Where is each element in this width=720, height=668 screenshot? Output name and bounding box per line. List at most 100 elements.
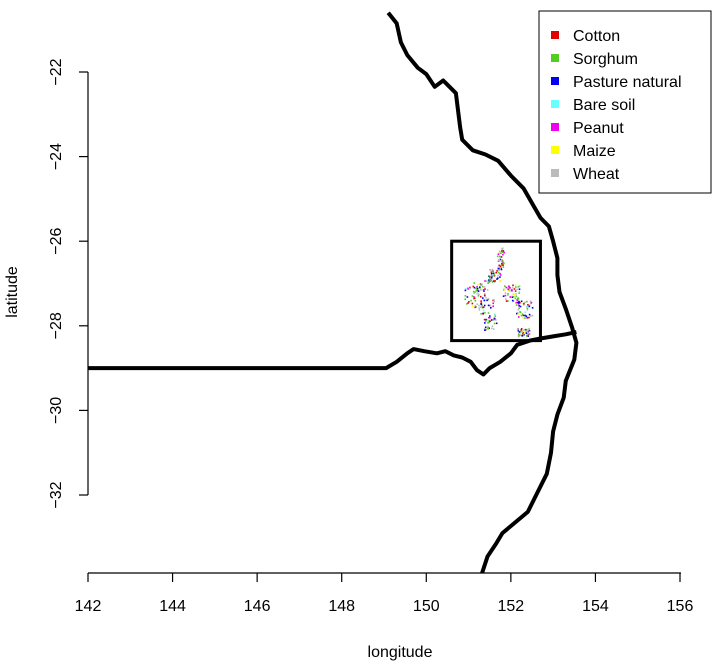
crop-point xyxy=(498,269,501,271)
crop-point xyxy=(473,296,475,298)
crop-point xyxy=(515,295,518,297)
crop-point xyxy=(500,252,503,254)
crop-point xyxy=(524,311,527,313)
crop-point xyxy=(487,280,490,283)
crop-point xyxy=(471,295,474,297)
crop-point xyxy=(502,253,504,256)
crop-point xyxy=(476,292,479,295)
crop-point xyxy=(473,282,476,284)
crop-point xyxy=(490,327,493,330)
crop-point xyxy=(507,289,510,292)
crop-point xyxy=(518,316,520,318)
legend-label: Cotton xyxy=(573,28,620,45)
crop-point xyxy=(478,309,481,311)
crop-point xyxy=(493,274,495,276)
crop-points xyxy=(464,247,534,338)
crop-point xyxy=(489,276,491,278)
crop-point xyxy=(528,313,531,316)
crop-point xyxy=(500,263,503,266)
crop-point xyxy=(505,286,508,289)
crop-point xyxy=(486,319,489,321)
crop-point xyxy=(527,304,529,306)
crop-point xyxy=(485,296,487,299)
crop-point xyxy=(502,250,505,252)
crop-point xyxy=(483,299,486,302)
x-tick-label: 154 xyxy=(582,598,609,615)
legend: Cotton Sorghum Pasture natural Bare soil Pea… xyxy=(538,10,712,194)
crop-point xyxy=(511,286,514,289)
crop-point xyxy=(492,299,494,302)
crop-point xyxy=(519,305,522,308)
crop-point xyxy=(472,297,475,300)
crop-point xyxy=(526,305,529,308)
crop-point xyxy=(516,299,518,301)
crop-point xyxy=(515,301,517,304)
crop-point xyxy=(507,293,509,295)
crop-point xyxy=(526,308,529,311)
crop-point xyxy=(477,284,479,286)
crop-point xyxy=(499,265,502,267)
crop-point xyxy=(493,281,496,283)
legend-label: Pasture natural xyxy=(573,74,682,91)
crop-point xyxy=(487,327,489,330)
crop-point xyxy=(499,250,501,253)
crop-point xyxy=(515,286,517,288)
x-tick-label: 142 xyxy=(75,598,102,615)
crop-point xyxy=(518,331,521,333)
crop-point xyxy=(469,286,471,289)
crop-point xyxy=(487,325,489,328)
crop-point xyxy=(490,279,492,282)
map-lines xyxy=(88,11,579,573)
crop-point xyxy=(490,277,492,280)
crop-point xyxy=(487,282,489,284)
crop-point xyxy=(515,293,517,295)
crop-point xyxy=(504,292,507,294)
crop-point xyxy=(484,280,486,282)
crop-point xyxy=(480,295,482,298)
legend-box xyxy=(538,10,712,194)
crop-point xyxy=(524,317,526,319)
legend-swatch xyxy=(551,169,559,177)
crop-point xyxy=(496,255,499,258)
crop-point xyxy=(479,286,481,288)
crop-point xyxy=(469,287,471,290)
crop-point xyxy=(488,321,490,324)
crop-point xyxy=(493,280,495,282)
crop-point xyxy=(509,296,512,298)
crop-point xyxy=(528,333,531,336)
crop-point xyxy=(483,304,486,307)
crop-point xyxy=(472,285,475,288)
crop-point xyxy=(478,293,480,296)
crop-point xyxy=(492,319,495,321)
crop-point xyxy=(464,287,467,290)
crop-point xyxy=(486,289,489,291)
legend-label: Peanut xyxy=(573,120,624,137)
crop-point xyxy=(530,301,533,304)
x-tick-label: 156 xyxy=(667,598,694,615)
crop-point xyxy=(515,304,518,306)
crop-point xyxy=(521,335,523,337)
crop-point xyxy=(518,307,520,309)
crop-point xyxy=(518,301,520,303)
crop-point xyxy=(508,285,510,287)
crop-point xyxy=(523,329,525,331)
crop-point xyxy=(495,319,497,321)
crop-point xyxy=(529,300,532,303)
crop-point xyxy=(482,306,484,309)
crop-point xyxy=(496,270,498,272)
crop-point xyxy=(474,306,476,309)
crop-point xyxy=(482,289,485,291)
crop-point xyxy=(483,328,486,330)
crop-point xyxy=(489,280,491,283)
legend-swatch xyxy=(551,123,559,131)
crop-point xyxy=(513,293,515,296)
crop-point xyxy=(512,284,514,287)
crop-point xyxy=(517,335,520,337)
state-border-line xyxy=(88,330,577,377)
crop-point xyxy=(490,273,493,275)
crop-point xyxy=(511,299,514,302)
crop-point xyxy=(517,285,520,288)
crop-point xyxy=(497,266,499,269)
crop-point xyxy=(499,280,502,282)
y-ticks: −22 −24 −26 −28 −30 −32 xyxy=(48,58,88,509)
